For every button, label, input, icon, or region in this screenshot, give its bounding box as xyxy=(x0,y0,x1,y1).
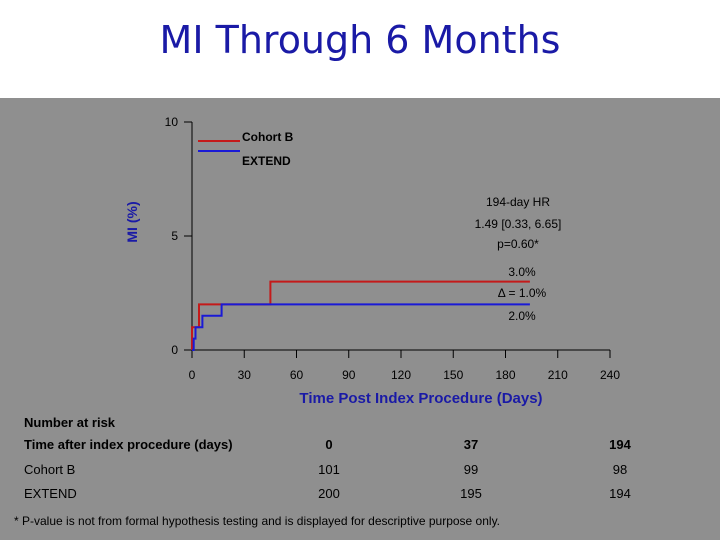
chart-axes: 0 5 10 0 30 60 90 120 150 180 210 240 Time Post Inde… xyxy=(124,115,620,407)
delta-label: Δ = 1.0% xyxy=(498,286,547,300)
risk-time-label: Time after index procedure (days) xyxy=(24,437,233,452)
legend-label: Cohort B xyxy=(242,130,294,144)
risk-value: 200 xyxy=(318,486,340,501)
legend-label: EXTEND xyxy=(242,154,291,168)
x-tick-label: 150 xyxy=(443,368,463,382)
chart-legend: Cohort B EXTEND xyxy=(198,130,294,168)
risk-value: 195 xyxy=(460,486,482,501)
chart-panel xyxy=(0,98,720,540)
series-line-cohort-b xyxy=(191,280,530,350)
x-tick-label: 180 xyxy=(495,368,515,382)
km-chart: 0 5 10 0 30 60 90 120 150 180 210 240 Time Post Inde… xyxy=(124,115,620,407)
chart-series xyxy=(191,280,530,351)
x-tick-label: 240 xyxy=(600,368,620,382)
risk-value: 99 xyxy=(463,462,479,477)
hr-value: 1.49 [0.33, 6.65] xyxy=(475,217,562,231)
risk-time-value: 0 xyxy=(325,437,333,452)
x-tick-label: 30 xyxy=(238,368,252,382)
risk-time-value: 194 xyxy=(609,437,631,452)
risk-value: 98 xyxy=(612,462,628,477)
risk-time-value: 37 xyxy=(463,437,479,452)
risk-time-row: Time after index procedure (days) 0 37 1… xyxy=(24,437,704,453)
y-tick-label: 10 xyxy=(165,115,179,129)
x-tick-label: 90 xyxy=(342,368,356,382)
y-tick-label: 5 xyxy=(171,229,178,243)
x-tick-label: 60 xyxy=(290,368,304,382)
risk-row-cohort-b: Cohort B 101 99 98 xyxy=(24,462,704,478)
slide-title: MI Through 6 Months xyxy=(159,18,561,62)
x-tick-label: 210 xyxy=(548,368,568,382)
y-tick-label: 0 xyxy=(171,343,178,357)
risk-table-heading: Number at risk xyxy=(24,415,116,430)
footnote: * P-value is not from formal hypothesis … xyxy=(14,514,501,528)
series-line-extend xyxy=(192,303,530,351)
risk-row-label: Cohort B xyxy=(24,462,76,477)
risk-row-extend: EXTEND 200 195 194 xyxy=(24,486,704,502)
cohort-b-rate: 3.0% xyxy=(508,265,536,279)
risk-value: 101 xyxy=(318,462,340,477)
hr-pvalue: p=0.60* xyxy=(497,237,539,251)
x-axis-label: Time Post Index Procedure (Days) xyxy=(299,390,542,407)
risk-row-label: EXTEND xyxy=(24,486,77,501)
hr-label: 194-day HR xyxy=(486,195,550,209)
risk-value: 194 xyxy=(609,486,631,501)
x-tick-label: 120 xyxy=(391,368,411,382)
y-axis-label: MI (%) xyxy=(124,201,140,242)
extend-rate: 2.0% xyxy=(508,309,536,323)
chart-annotations: 194-day HR 1.49 [0.33, 6.65] p=0.60* 3.0% Δ … xyxy=(475,195,562,323)
x-tick-label: 0 xyxy=(189,368,196,382)
